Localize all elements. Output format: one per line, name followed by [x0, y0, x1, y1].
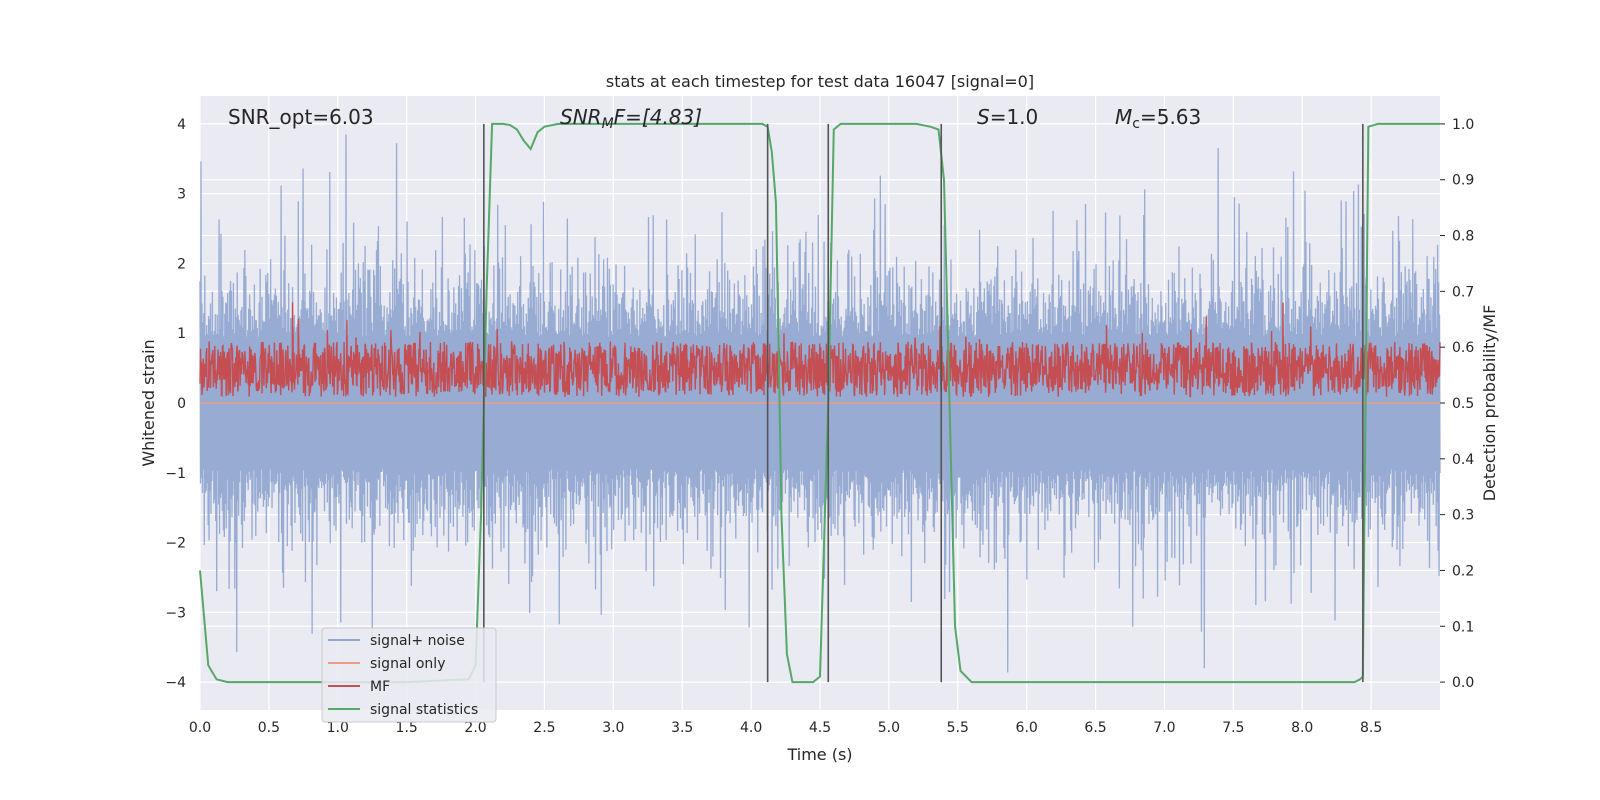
x-tick-label: 1.5	[396, 720, 418, 736]
x-tick-label: 2.5	[533, 720, 555, 736]
x-tick-label: 1.0	[327, 720, 349, 736]
y-right-tick-label: 0.1	[1452, 619, 1474, 635]
y-axis-label: Whitened strain	[139, 339, 158, 466]
y-axis-label-right: Detection probability/MF	[1480, 305, 1499, 502]
x-tick-label: 0.5	[258, 720, 280, 736]
x-tick-label: 3.5	[671, 720, 693, 736]
y-tick-label: −1	[165, 466, 186, 482]
y-right-tick-label: 0.7	[1452, 284, 1474, 300]
x-tick-label: 6.0	[1016, 720, 1038, 736]
annotation-snr-opt: SNR_opt=6.03	[228, 105, 374, 129]
x-tick-label: 4.5	[809, 720, 831, 736]
legend-label-signal-statistics: signal statistics	[370, 702, 478, 718]
x-tick-label: 4.0	[740, 720, 762, 736]
x-tick-label: 6.5	[1084, 720, 1106, 736]
y-right-tick-label: 0.4	[1452, 452, 1474, 468]
x-tick-label: 8.0	[1291, 720, 1313, 736]
series-line-mf	[199, 302, 1441, 398]
y-right-tick-label: 0.8	[1452, 229, 1474, 245]
y-right-tick-label: 0.2	[1452, 563, 1474, 579]
chart-title: stats at each timestep for test data 160…	[606, 72, 1034, 91]
annotation-snr-mf: SNRMF=[4.83]	[560, 105, 702, 132]
x-tick-label: 5.5	[947, 720, 969, 736]
y-right-tick-label: 0.0	[1452, 675, 1474, 691]
y-tick-label: −3	[165, 605, 186, 621]
x-tick-label: 7.5	[1222, 720, 1244, 736]
x-tick-label: 8.5	[1360, 720, 1382, 736]
series-layer	[199, 122, 1441, 684]
y-tick-label: 0	[177, 396, 186, 412]
x-axis-label: Time (s)	[786, 745, 852, 764]
annotation-mc: Mc=5.63	[1115, 105, 1201, 132]
annotations: SNR_opt=6.03 SNRMF=[4.83] S=1.0 Mc=5.63	[228, 105, 1201, 132]
legend: signal+ noise signal only MF signal stat…	[321, 627, 497, 723]
vertical-markers	[483, 123, 1364, 683]
legend-label-signal-only: signal only	[370, 656, 445, 672]
x-tick-label: 0.0	[189, 720, 211, 736]
x-tick-label: 3.0	[602, 720, 624, 736]
y-tick-label: 4	[177, 117, 186, 133]
y-tick-label: −2	[165, 536, 186, 552]
series-line-signal-statistics	[199, 122, 1440, 684]
y-right-tick-label: 0.9	[1452, 173, 1474, 189]
tick-labels: 0.0 0.5 1.0 1.5 2.0 2.5 3.0 3.5 4.0 4.5 5.0 5.5 6.0 6…	[165, 117, 1474, 736]
x-tick-label: 2.0	[464, 720, 486, 736]
y-right-tick-label: 0.6	[1452, 340, 1474, 356]
y-right-tick-label: 0.5	[1452, 396, 1474, 412]
y-right-tick-label: 1.0	[1452, 117, 1474, 133]
y-tick-label: −4	[165, 675, 186, 691]
y-right-tick-label: 0.3	[1452, 508, 1474, 524]
legend-label-signal-noise: signal+ noise	[370, 633, 465, 649]
annotation-s: S=1.0	[977, 105, 1038, 129]
y-tick-label: 1	[177, 326, 186, 342]
legend-box	[321, 627, 497, 723]
y-tick-label: 2	[177, 256, 186, 272]
y-tick-label: 3	[177, 187, 186, 203]
x-tick-label: 5.0	[878, 720, 900, 736]
legend-label-mf: MF	[370, 679, 390, 695]
x-tick-label: 7.0	[1153, 720, 1175, 736]
